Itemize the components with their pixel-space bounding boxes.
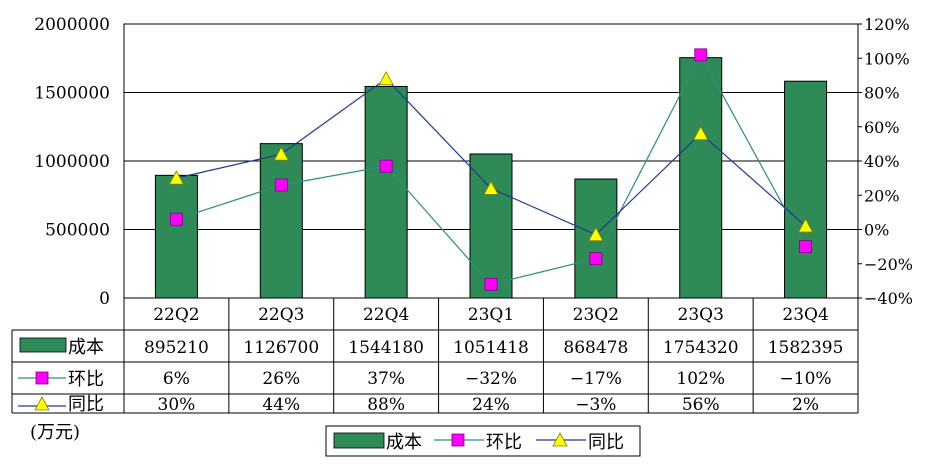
- right-axis-tick-label: 60%: [864, 118, 900, 137]
- bar: [784, 80, 828, 299]
- marker-huanbi: [170, 212, 183, 226]
- bar: [259, 143, 303, 299]
- bar: [364, 85, 408, 299]
- table-value: −3%: [575, 395, 616, 415]
- bar: [469, 153, 513, 299]
- marker-huanbi: [379, 159, 393, 173]
- category-label: 23Q1: [468, 305, 514, 325]
- bars: [154, 57, 828, 299]
- left-axis-tick-label: 1000000: [34, 152, 110, 172]
- right-axis-tick-label: 80%: [864, 84, 900, 103]
- marker-tongbi: [483, 180, 499, 195]
- left-axis-tick-label: 500000: [45, 221, 110, 241]
- legend-key-marker: [451, 433, 465, 447]
- table-value: 2%: [792, 395, 819, 415]
- table-value: 895210: [144, 338, 209, 358]
- table-value: 1051418: [453, 338, 529, 358]
- table-key-marker: [35, 371, 49, 385]
- table-value: 26%: [262, 369, 300, 389]
- legend-label: 环比: [486, 432, 522, 453]
- right-axis-tick-label: 120%: [864, 15, 910, 34]
- bar: [679, 57, 723, 299]
- right-axis-tick-label: 40%: [864, 152, 900, 171]
- axes: 0 500000 1000000 1500000 2000000 −40% −20% 0% 20…: [34, 15, 913, 309]
- marker-huanbi: [589, 252, 603, 266]
- marker-tongbi: [693, 125, 709, 141]
- category-label: 22Q3: [258, 305, 304, 325]
- left-axis-tick-label: 2000000: [34, 15, 110, 35]
- table-value: −17%: [570, 369, 622, 389]
- table-value: 868478: [563, 338, 628, 358]
- table-value: 88%: [367, 395, 405, 415]
- table-row-label: 环比: [68, 369, 104, 390]
- table-value: −32%: [465, 369, 517, 389]
- table-value: 30%: [158, 395, 196, 415]
- legend-key-bar: [333, 432, 385, 449]
- right-axis-tick-label: −40%: [864, 289, 913, 308]
- left-axis-tick-label: 0: [99, 289, 110, 309]
- table-value: 1126700: [243, 338, 319, 358]
- table-value: 102%: [676, 369, 725, 389]
- table-value: 6%: [163, 369, 190, 389]
- table-row-label: 同比: [68, 394, 104, 415]
- series-lines: [168, 48, 814, 291]
- table-value: −10%: [780, 369, 832, 389]
- table-value: 56%: [682, 395, 720, 415]
- category-label: 23Q3: [678, 305, 724, 325]
- marker-tongbi: [378, 70, 394, 86]
- table-row-label: 成本: [68, 337, 104, 358]
- marker-huanbi: [484, 277, 498, 291]
- table-value: 44%: [262, 395, 300, 415]
- marker-tongbi: [797, 218, 814, 233]
- table-value: 1582395: [768, 338, 844, 358]
- category-label: 23Q2: [573, 305, 619, 325]
- marker-tongbi: [273, 146, 289, 161]
- marker-tongbi: [168, 170, 185, 185]
- table-value: 1544180: [348, 338, 424, 358]
- right-axis-tick-label: 0%: [864, 221, 889, 240]
- category-label: 22Q4: [363, 305, 409, 325]
- right-axis-tick-label: −20%: [864, 255, 913, 274]
- legend-key-marker: [552, 432, 568, 447]
- right-axis-tick-label: 20%: [864, 186, 900, 205]
- unit-label: (万元): [30, 422, 80, 443]
- category-label: 22Q2: [153, 305, 199, 325]
- legend-label: 同比: [588, 432, 624, 453]
- marker-huanbi: [694, 48, 708, 62]
- category-label: 23Q4: [782, 305, 828, 325]
- marker-huanbi: [274, 178, 288, 192]
- table-value: 37%: [367, 369, 405, 389]
- table-key-bar: [19, 337, 67, 353]
- marker-tongbi: [588, 226, 604, 242]
- table-value: 1754320: [663, 338, 739, 358]
- legend: (万元) 成本 环比 同比: [30, 422, 641, 457]
- bar: [154, 174, 198, 299]
- right-axis-tick-label: 100%: [864, 49, 910, 68]
- marker-huanbi: [799, 240, 812, 254]
- table-value: 24%: [472, 395, 510, 415]
- legend-label: 成本: [386, 432, 422, 453]
- table-key-marker: [34, 396, 50, 411]
- left-axis-tick-label: 1500000: [34, 84, 110, 104]
